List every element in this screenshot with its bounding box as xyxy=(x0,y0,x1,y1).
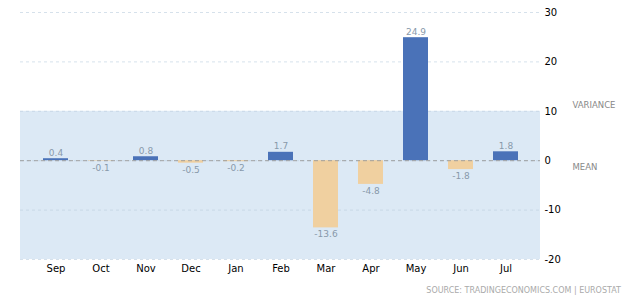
svg-text:VARIANCE: VARIANCE xyxy=(573,100,616,110)
svg-text:0.8: 0.8 xyxy=(139,146,154,156)
svg-text:-1.8: -1.8 xyxy=(452,171,470,181)
svg-text:-0.1: -0.1 xyxy=(92,163,110,173)
svg-text:0: 0 xyxy=(545,155,551,166)
svg-text:Apr: Apr xyxy=(362,263,380,274)
svg-text:Mar: Mar xyxy=(317,263,337,274)
svg-text:Oct: Oct xyxy=(92,263,109,274)
svg-text:20: 20 xyxy=(545,56,558,67)
svg-text:0.4: 0.4 xyxy=(49,148,64,158)
svg-text:-0.2: -0.2 xyxy=(227,163,245,173)
html-text:SOURCE: TRADINGECONOMICS.COM |: SOURCE: TRADINGECONOMICS.COM | EUROSTAT xyxy=(426,286,621,295)
svg-text:-0.5: -0.5 xyxy=(182,165,200,175)
svg-text:-13.6: -13.6 xyxy=(314,229,338,239)
svg-text:-4.8: -4.8 xyxy=(362,186,380,196)
svg-text:30: 30 xyxy=(545,7,558,18)
svg-text:-10: -10 xyxy=(545,204,561,215)
svg-text:10: 10 xyxy=(545,106,558,117)
svg-text:Jan: Jan xyxy=(227,263,243,274)
svg-text:Dec: Dec xyxy=(181,263,200,274)
svg-text:Jun: Jun xyxy=(452,263,469,274)
svg-text:1.8: 1.8 xyxy=(499,141,514,151)
svg-text:Feb: Feb xyxy=(272,263,290,274)
svg-text:Sep: Sep xyxy=(47,263,66,274)
svg-text:1.7: 1.7 xyxy=(274,141,288,151)
svg-text:Nov: Nov xyxy=(136,263,156,274)
svg-text:24.9: 24.9 xyxy=(406,27,426,37)
svg-text:Jul: Jul xyxy=(499,263,512,274)
svg-text:-20: -20 xyxy=(545,254,561,265)
svg-text:MEAN: MEAN xyxy=(573,162,598,172)
svg-text:May: May xyxy=(406,263,427,274)
